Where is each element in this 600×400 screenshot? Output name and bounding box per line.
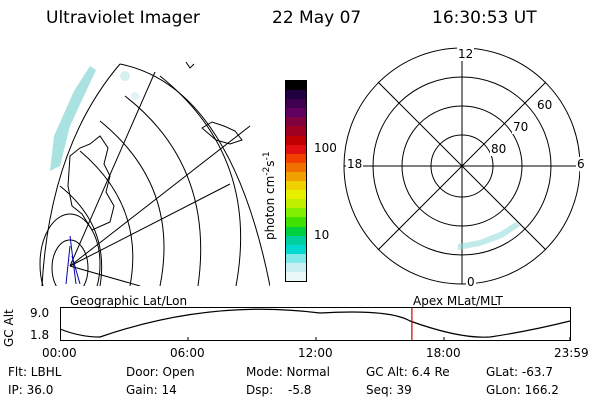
colorbar-band bbox=[286, 190, 306, 200]
polar-plot bbox=[343, 47, 580, 285]
status-mode: Mode: Normal bbox=[246, 365, 330, 379]
status-dsp-label: Dsp: bbox=[246, 383, 274, 397]
colorbar-tick-10: 10 bbox=[314, 228, 330, 242]
colorbar-band bbox=[286, 144, 306, 154]
colorbar-band bbox=[286, 226, 306, 236]
orbit-altitude-curve bbox=[60, 308, 571, 338]
colorbar-band bbox=[286, 235, 306, 245]
coastline bbox=[201, 121, 243, 145]
lon-line bbox=[69, 183, 231, 267]
aurora-patch bbox=[120, 71, 130, 81]
orbit-ytick-top: 9.0 bbox=[30, 306, 50, 320]
colorbar-band bbox=[286, 117, 306, 127]
colorbar-band bbox=[286, 208, 306, 218]
status-seq: Seq: 39 bbox=[366, 383, 412, 397]
time-label: 16:30:53 UT bbox=[432, 8, 537, 28]
colorbar-band bbox=[286, 199, 306, 209]
colorbar-band bbox=[286, 162, 306, 172]
colorbar-band bbox=[286, 181, 306, 191]
colorbar-band bbox=[286, 99, 306, 109]
colorbar-unit-exp1: -2 bbox=[262, 166, 272, 176]
colorbar-label: photon cm-2s-1 bbox=[262, 151, 277, 240]
lat-arc bbox=[124, 95, 202, 286]
colorbar-unit-s: s bbox=[263, 160, 277, 167]
mlt-diag bbox=[377, 81, 547, 251]
lat-arc bbox=[99, 120, 165, 286]
colorbar-band bbox=[286, 153, 306, 163]
orbit-xtick-label: 23:59 bbox=[554, 346, 589, 360]
colorbar-band bbox=[286, 253, 306, 263]
polar-aurora bbox=[458, 222, 520, 250]
orbit-ytick-bottom: 1.8 bbox=[30, 328, 50, 342]
nadir-line bbox=[65, 245, 71, 285]
status-dsp-value: -5.8 bbox=[288, 383, 312, 397]
orbit-xtick-label: 12:00 bbox=[298, 346, 333, 360]
earth-limb bbox=[119, 63, 270, 286]
instrument-title: Ultraviolet Imager bbox=[46, 8, 200, 28]
colorbar-band bbox=[286, 217, 306, 227]
mlt-label-12: 12 bbox=[457, 47, 475, 61]
colorbar bbox=[285, 80, 307, 282]
status-gc-alt: GC Alt: 6.4 Re bbox=[366, 365, 450, 379]
colorbar-band bbox=[286, 271, 306, 282]
status-door: Door: Open bbox=[126, 365, 195, 379]
colorbar-band bbox=[286, 81, 306, 91]
mlt-label-0: 0 bbox=[466, 275, 476, 289]
mlat-label-80: 80 bbox=[490, 142, 508, 156]
mlt-label-6: 6 bbox=[576, 157, 586, 171]
colorbar-band bbox=[286, 244, 306, 254]
mlat-label-70: 70 bbox=[512, 120, 530, 134]
status-gain: Gain: 14 bbox=[126, 383, 177, 397]
colorbar-band bbox=[286, 135, 306, 145]
lon-line bbox=[69, 125, 251, 267]
aurora-patch bbox=[131, 92, 139, 100]
status-filter: Flt: LBHL bbox=[8, 365, 62, 379]
mlat-label-60: 60 bbox=[536, 98, 554, 112]
status-glat: GLat: -63.7 bbox=[486, 365, 553, 379]
aurora-oval bbox=[50, 66, 96, 171]
orbit-xtick-label: 18:00 bbox=[426, 346, 461, 360]
colorbar-band bbox=[286, 126, 306, 136]
coastline bbox=[67, 135, 115, 231]
status-ip: IP: 36.0 bbox=[8, 383, 54, 397]
orbit-altitude-plot bbox=[60, 307, 571, 341]
lat-arc bbox=[79, 150, 134, 286]
colorbar-band bbox=[286, 262, 306, 272]
colorbar-band bbox=[286, 108, 306, 118]
orbit-right-title: Apex MLat/MLT bbox=[413, 294, 503, 308]
orbit-left-title: Geographic Lat/Lon bbox=[70, 294, 188, 308]
pole-ellipse bbox=[39, 213, 101, 286]
colorbar-band bbox=[286, 90, 306, 100]
lon-line bbox=[69, 71, 156, 267]
mlt-label-18: 18 bbox=[346, 157, 364, 171]
geographic-map bbox=[39, 61, 270, 286]
colorbar-unit-exp2: -1 bbox=[262, 151, 272, 161]
colorbar-unit-main: photon cm bbox=[263, 175, 277, 240]
orbit-xtick-label: 00:00 bbox=[42, 346, 77, 360]
colorbar-band bbox=[286, 171, 306, 182]
date-label: 22 May 07 bbox=[272, 8, 362, 28]
nadir-line bbox=[71, 255, 81, 285]
status-glon: GLon: 166.2 bbox=[486, 383, 559, 397]
orbit-xtick-label: 06:00 bbox=[170, 346, 205, 360]
earth-limb bbox=[41, 63, 121, 286]
orbit-ylabel: GC Alt bbox=[2, 309, 16, 347]
coastline bbox=[185, 61, 195, 69]
lon-line bbox=[69, 265, 141, 286]
colorbar-tick-100: 100 bbox=[314, 141, 337, 155]
